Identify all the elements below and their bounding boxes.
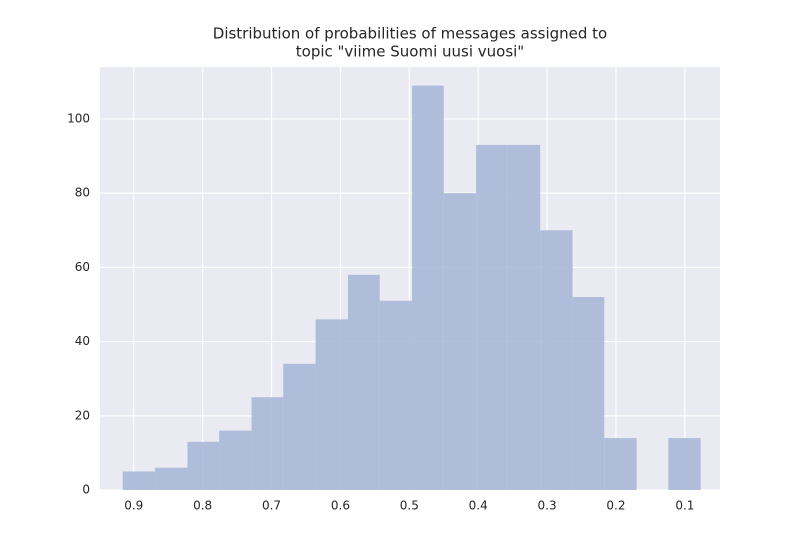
y-tick-label: 60	[75, 260, 90, 274]
bar	[155, 467, 188, 490]
bar	[540, 230, 573, 490]
x-tick-label: 0.1	[675, 499, 694, 513]
bar	[283, 363, 316, 490]
x-tick-label: 0.5	[400, 499, 419, 513]
chart-title: topic "viime Suomi uusi vuosi"	[296, 43, 524, 61]
x-tick-label: 0.6	[331, 499, 350, 513]
bar	[122, 471, 156, 490]
x-tick-label: 0.2	[606, 499, 625, 513]
y-tick-label: 20	[75, 408, 90, 422]
bar	[668, 438, 701, 490]
y-tick-label: 40	[75, 334, 90, 348]
x-tick-label: 0.3	[538, 499, 557, 513]
bar	[219, 430, 252, 490]
bar	[572, 297, 605, 490]
bar	[412, 85, 444, 490]
bar	[604, 438, 637, 490]
bar	[507, 144, 541, 490]
x-tick-label: 0.4	[469, 499, 488, 513]
bar	[443, 193, 477, 490]
bar	[187, 441, 220, 490]
y-tick-label: 0	[82, 483, 90, 497]
y-tick-label: 80	[75, 186, 90, 200]
x-tick-label: 0.7	[262, 499, 281, 513]
bar	[315, 319, 348, 490]
y-tick-label: 100	[67, 111, 90, 125]
x-tick-label: 0.8	[193, 499, 212, 513]
chart-title: Distribution of probabilities of message…	[213, 25, 607, 43]
bar	[348, 274, 380, 490]
bar	[476, 144, 508, 490]
bar	[379, 300, 413, 490]
bar	[251, 397, 284, 490]
x-tick-label: 0.9	[124, 499, 143, 513]
